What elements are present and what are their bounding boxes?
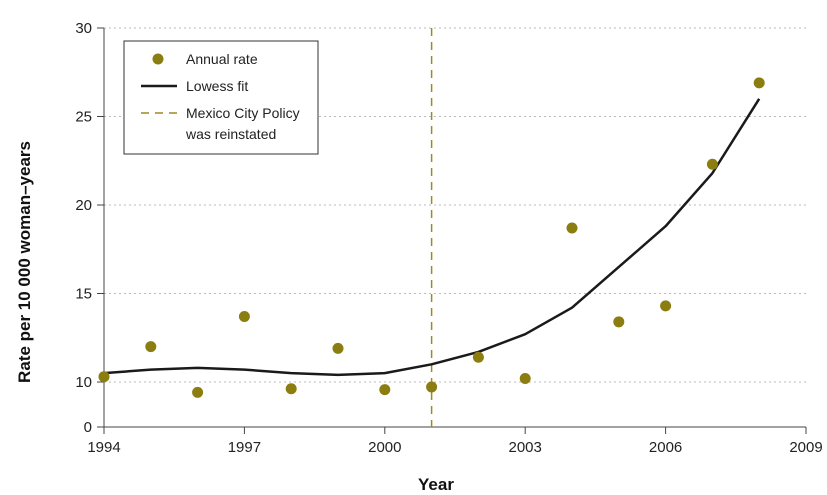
legend-label-lowess-fit: Lowess fit [186,78,248,94]
annual-rate-point [98,371,110,383]
lowess-fit-series [103,98,761,377]
annual-rate-point [192,386,204,398]
annual-rate-point [519,372,531,384]
x-tick-label: 2000 [368,439,401,456]
lowess-fit-line [103,98,761,377]
x-tick-label: 2009 [789,439,822,456]
annual-rate-point [238,311,250,323]
y-tick-label: 15 [75,286,92,303]
annual-rate-point [285,383,297,395]
annual-rate-point [426,381,438,393]
x-tick-label: 1997 [228,439,261,456]
legend-label-policy-line2: was reinstated [185,126,276,142]
annual-rate-series [98,77,765,398]
annual-rate-point [566,222,578,234]
legend: Annual rate Lowess fit Mexico City Polic… [123,40,319,155]
y-axis-ticks: 0 10 15 20 25 30 [75,20,104,436]
x-axis-ticks: 1994 1997 2000 2003 2006 2009 [87,427,823,456]
y-tick-label: 30 [75,20,92,37]
annual-rate-point [613,316,625,328]
legend-label-policy-line1: Mexico City Policy [186,105,300,121]
legend-dot-marker [152,53,164,65]
annual-rate-point [332,342,344,354]
annual-rate-point [706,158,718,170]
axes [103,28,806,428]
annual-rate-point [379,384,391,396]
y-tick-label: 10 [75,374,92,391]
x-tick-label: 1994 [87,439,120,456]
annual-rate-point [660,300,672,312]
legend-label-annual-rate: Annual rate [186,51,258,67]
annual-rate-point [472,351,484,363]
y-axis-title: Rate per 10 000 woman–years [15,141,34,383]
y-tick-label: 20 [75,197,92,214]
y-tick-label: 0 [84,419,92,436]
annual-rate-point [145,341,157,353]
x-tick-label: 2006 [649,439,682,456]
x-tick-label: 2003 [509,439,542,456]
y-tick-label: 25 [75,109,92,126]
x-axis-title: Year [418,475,454,494]
annual-rate-point [753,77,765,89]
